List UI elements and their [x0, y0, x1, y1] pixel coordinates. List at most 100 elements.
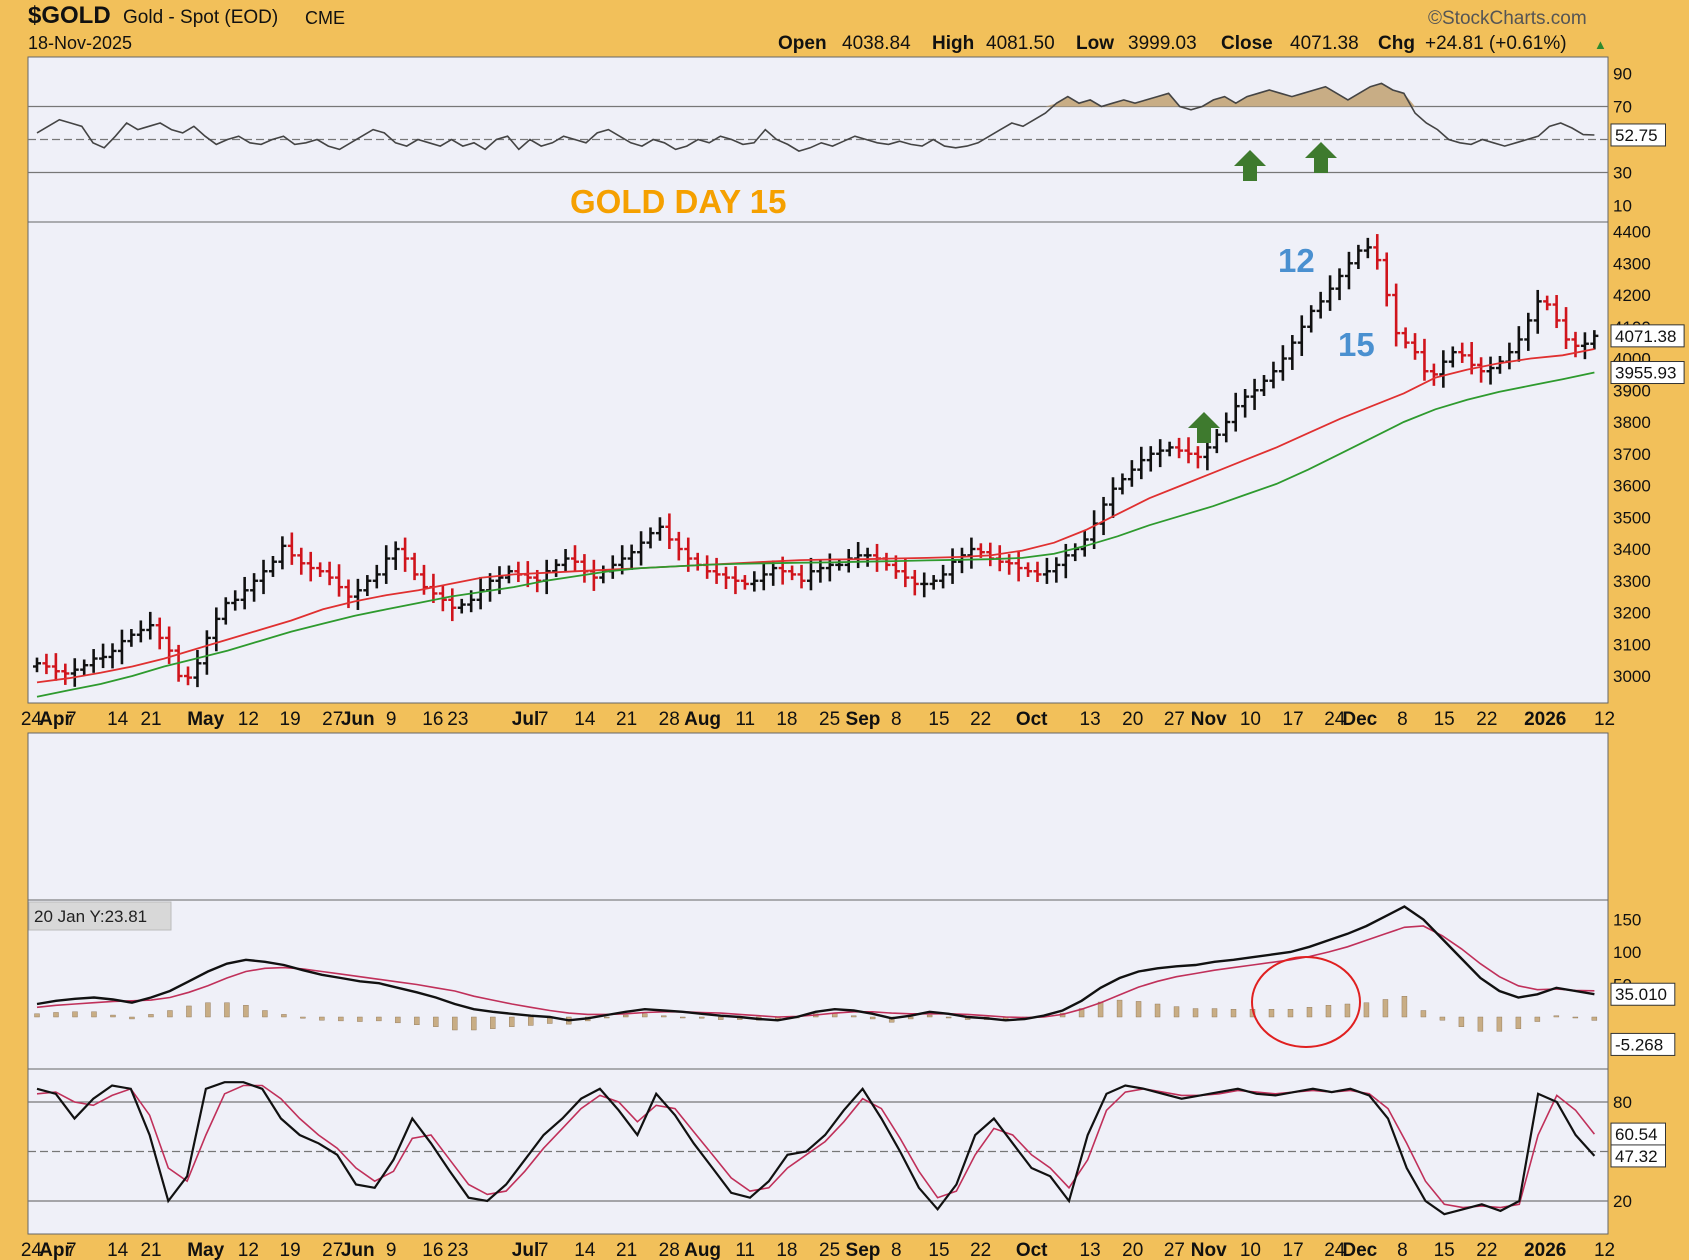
- macd-hist-last-value: -5.268: [1615, 1035, 1663, 1054]
- macd-histogram-bar: [376, 1016, 382, 1022]
- price-bar: [316, 562, 325, 577]
- x-axis-label: Sep: [846, 1240, 881, 1260]
- price-last-ma: 3955.93: [1615, 364, 1676, 383]
- price-bar: [948, 548, 957, 584]
- price-tick-label: 3500: [1613, 508, 1651, 527]
- price-bar: [1175, 437, 1184, 459]
- price-bar: [1411, 333, 1420, 360]
- stochastic-tick-label: 80: [1613, 1093, 1632, 1112]
- x-axis-label: 20: [1122, 709, 1143, 730]
- high-value: 4081.50: [986, 33, 1055, 54]
- price-bar: [665, 513, 674, 550]
- macd-histogram-bar: [926, 1014, 933, 1018]
- macd-histogram-bar: [205, 1002, 211, 1018]
- price-bar: [99, 643, 108, 669]
- price-tick-label: 3200: [1613, 604, 1651, 623]
- macd-histogram-bar: [452, 1016, 458, 1031]
- x-axis-label: 12: [238, 1240, 259, 1260]
- x-axis-label: 20: [1122, 1240, 1143, 1260]
- price-bar: [80, 659, 89, 676]
- price-bar: [1552, 295, 1561, 329]
- price-panel: 3000 3100 3200 3300 3400 3500 3600 3700 3800 3900…: [27, 221, 1685, 704]
- price-bar: [457, 598, 466, 614]
- x-axis-label: 19: [280, 709, 301, 730]
- x-axis-label: 28: [659, 1240, 680, 1260]
- price-tick-label: 3900: [1613, 381, 1651, 400]
- macd-histogram-bar: [1268, 1009, 1275, 1018]
- price-bar: [1250, 378, 1259, 410]
- macd-histogram-bar: [357, 1016, 363, 1022]
- macd-histogram-bar: [1344, 1003, 1351, 1018]
- x-axis-label: Oct: [1016, 709, 1048, 730]
- macd-histogram-bar: [1591, 1016, 1598, 1021]
- macd-histogram-bar: [623, 1014, 629, 1018]
- price-bar: [250, 573, 259, 602]
- price-tick-label: 4300: [1613, 254, 1651, 273]
- x-axis-label: 11: [735, 1240, 755, 1260]
- price-bar: [1420, 338, 1429, 381]
- x-axis-label: 8: [891, 1240, 902, 1260]
- price-bar: [674, 531, 683, 561]
- x-axis-label: 12: [1594, 709, 1615, 730]
- x-axis-label: 21: [616, 1240, 637, 1260]
- macd-histogram-bar: [148, 1014, 154, 1018]
- price-bar: [637, 531, 646, 566]
- macd-panel-bg: [27, 899, 1609, 1070]
- price-bar: [1448, 346, 1457, 368]
- price-bar: [1005, 554, 1014, 575]
- price-bar: [325, 561, 334, 586]
- macd-histogram-bar: [1477, 1016, 1484, 1032]
- rsi-last-value-box: [1610, 123, 1666, 147]
- price-last-close: 4071.38: [1615, 327, 1676, 346]
- chart-header: $GOLD Gold - Spot (EOD) CME 18-Nov-2025 …: [0, 0, 1689, 60]
- price-bar: [1052, 557, 1061, 583]
- x-axis-label: 21: [140, 709, 161, 730]
- price-last-ma-box: [1610, 361, 1685, 385]
- macd-histogram-bar: [528, 1016, 534, 1026]
- price-bar: [61, 663, 70, 685]
- macd-histogram-bar: [1287, 1009, 1294, 1018]
- macd-histogram-bar: [1439, 1016, 1446, 1021]
- price-bar: [1137, 446, 1146, 480]
- x-axis-label: 9: [386, 709, 397, 730]
- low-value: 3999.03: [1128, 33, 1197, 54]
- macd-histogram-bar: [1553, 1015, 1560, 1018]
- x-axis-label: Dec: [1342, 709, 1377, 730]
- price-bar: [1212, 429, 1221, 454]
- price-bar: [202, 630, 211, 675]
- x-axis-label: 15: [928, 1240, 949, 1260]
- x-axis-label: 14: [107, 709, 129, 730]
- blank-panel-bg: [27, 732, 1609, 901]
- x-axis-label: 12: [1594, 1240, 1615, 1260]
- rsi-tick-label: 10: [1613, 197, 1632, 216]
- price-bar: [1260, 375, 1269, 396]
- brand-link[interactable]: ©StockCharts.com: [1428, 8, 1587, 29]
- x-axis-label: Jul: [512, 709, 539, 730]
- price-bar: [1580, 332, 1589, 360]
- green-up-arrow-icon: [1188, 412, 1220, 443]
- price-bar: [901, 557, 910, 588]
- x-axis-label: May: [187, 1240, 224, 1260]
- price-bar: [1533, 289, 1542, 334]
- x-axis-label: 22: [970, 709, 991, 730]
- price-bar: [268, 556, 277, 577]
- price-bar: [184, 666, 193, 686]
- x-axis-label: 15: [1434, 1240, 1455, 1260]
- price-bar: [89, 649, 98, 673]
- price-bar: [1392, 283, 1401, 347]
- x-axis-label: 24: [1324, 709, 1346, 730]
- x-axis-label: 12: [238, 709, 259, 730]
- price-bar: [759, 561, 768, 591]
- macd-histogram-bar: [243, 1005, 249, 1018]
- price-tick-label: 3300: [1613, 572, 1651, 591]
- price-bar: [1014, 551, 1023, 582]
- price-tick-label: 3700: [1613, 445, 1651, 464]
- x-axis-label: 17: [1283, 709, 1304, 730]
- price-bar: [363, 575, 372, 597]
- symbol: $GOLD: [28, 2, 111, 29]
- price-bar: [1590, 330, 1599, 350]
- price-bar: [33, 657, 41, 673]
- price-bar: [797, 564, 806, 589]
